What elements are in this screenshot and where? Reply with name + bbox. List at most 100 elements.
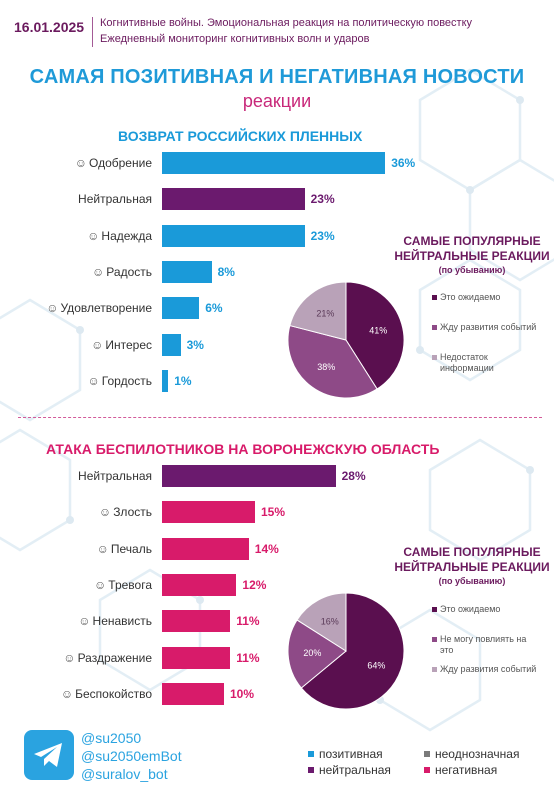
bar-4 [162, 573, 237, 596]
pie-legend-label: Недостаток информации [440, 352, 494, 373]
bar-label-7: ☺ Гордость [2, 374, 152, 388]
bar-label-text: Печаль [110, 541, 152, 556]
bar-value-3: 14% [254, 541, 279, 556]
interest-icon: ☺ [91, 337, 104, 352]
bar-label-7: ☺ Беспокойство [2, 687, 152, 701]
header-separator [92, 17, 93, 47]
bar-value-2: 15% [261, 505, 286, 520]
bar-value-3: 23% [310, 228, 335, 243]
pie-value-2: 20% [303, 648, 321, 658]
pie-legend-item-1: Это ожидаемо [432, 604, 540, 615]
bar-value-1: 36% [391, 156, 416, 170]
bar-6 [162, 333, 181, 356]
bar-value-6: 3% [186, 337, 204, 352]
chart2-title: АТАКА БЕСПИЛОТНИКОВ НА ВОРОНЕЖСКУЮ ОБЛАС… [46, 441, 440, 457]
bar-label-5: ☺ Ненависть [2, 614, 152, 628]
bar-label-text: Удовлетворение [60, 301, 153, 316]
pie-legend-swatch [432, 607, 437, 612]
legend-negative: негативная [424, 763, 497, 777]
telegram-icon[interactable] [24, 730, 74, 780]
pie-value-1: 41% [369, 326, 387, 336]
pie-legend-item-2: Жду развития событий [432, 322, 540, 333]
bar-label-5: ☺ Удовлетворение [2, 301, 152, 315]
social-handle-1[interactable]: @su2050 [81, 730, 142, 746]
legend-ambiguous-swatch [424, 750, 430, 757]
irritation-icon: ☺ [63, 650, 76, 665]
bar-1 [162, 465, 336, 487]
social-handle-3[interactable]: @suralov_bot [81, 766, 168, 782]
bar-2 [162, 501, 255, 524]
pie-legend-swatch [432, 667, 437, 672]
report-date: 16.01.2025 [14, 19, 85, 35]
page-title: САМАЯ ПОЗИТИВНАЯ И НЕГАТИВНАЯ НОВОСТИ [29, 66, 525, 88]
pie-legend-label: Не могу повлиять на это [440, 634, 527, 655]
pie-legend-item-2: Не могу повлиять на это [432, 634, 540, 656]
pie-legend-item-1: Это ожидаемо [432, 292, 540, 303]
legend-neutral-label: нейтральная [319, 763, 391, 777]
anger-icon: ☺ [98, 505, 112, 520]
bar-label-text: Интерес [105, 337, 152, 352]
hope-icon: ☺ [87, 228, 100, 243]
bar-label-text: Нейтральная [78, 192, 152, 207]
bar-7 [162, 369, 169, 392]
bar-2 [162, 188, 305, 211]
joy-icon: ☺ [92, 264, 105, 279]
pie-legend-swatch [432, 325, 437, 330]
bar-label-text: Гордость [101, 373, 152, 388]
bar-label-text: Радость [106, 264, 152, 279]
pie-legend-item-3: Недостаток информации [432, 352, 540, 374]
bar-label-2: ☺ Злость [2, 505, 152, 519]
approval-icon: ☺ [74, 156, 88, 170]
bar-label-6: ☺ Раздражение [2, 651, 152, 665]
bar-value-5: 11% [236, 614, 260, 629]
pie-slice-3 [296, 592, 347, 652]
pie-legend-swatch [432, 637, 437, 642]
legend-positive-swatch [308, 750, 314, 757]
bar-value-7: 1% [174, 373, 192, 388]
bar-7 [162, 682, 224, 705]
sadness-icon: ☺ [96, 541, 109, 556]
pie-value-3: 21% [316, 308, 334, 318]
worry-icon: ☺ [60, 686, 74, 701]
header-subtitle-1: Когнитивные войны. Эмоциональная реакция… [100, 17, 473, 29]
bar-label-4: ☺ Тревога [2, 578, 152, 592]
legend-neutral-swatch [308, 766, 314, 773]
bar-label-text: Беспокойство [75, 686, 152, 701]
pie1-chart: 41% 38% 21% [287, 281, 405, 399]
bar-value-2: 23% [310, 192, 335, 207]
bar-label-1: ☺ Одобрение [2, 156, 152, 170]
pie-legend-swatch [432, 355, 437, 360]
pie-legend-swatch [432, 295, 437, 300]
legend-negative-label: негативная [435, 763, 498, 777]
bar-label-text: Тревога [108, 577, 152, 592]
bar-label-text: Надежда [101, 228, 152, 243]
bar-value-7: 10% [230, 686, 255, 701]
pie-legend-item-3: Жду развития событий [432, 664, 540, 675]
bar-5 [162, 610, 231, 633]
legend-negative-swatch [424, 766, 430, 773]
legend-ambiguous-label: неоднозначная [435, 747, 520, 761]
pie-legend-label: Это ожидаемо [440, 604, 501, 614]
bar-1 [162, 152, 386, 174]
bar-label-3: ☺ Надежда [2, 229, 152, 243]
pie-slice-3 [289, 281, 347, 341]
section-divider [18, 417, 542, 418]
pie2-note: (по убыванию) [438, 576, 506, 586]
bar-label-text: Ненависть [92, 614, 152, 629]
bar-5 [162, 297, 200, 320]
legend-ambiguous: неоднозначная [424, 747, 519, 761]
legend-positive-label: позитивная [319, 747, 383, 761]
pie2-title: САМЫЕ ПОПУЛЯРНЫЕ НЕЙТРАЛЬНЫЕ РЕАКЦИИ [394, 545, 550, 574]
bar-label-text: Одобрение [89, 156, 152, 170]
header-subtitle-2: Ежедневный мониторинг когнитивных волн и… [100, 33, 370, 45]
pie-slice-1 [300, 592, 405, 710]
pie-slice-2 [287, 324, 378, 399]
bar-label-text: Раздражение [77, 650, 152, 665]
bar-value-4: 12% [242, 577, 267, 592]
pride-icon: ☺ [87, 373, 100, 388]
hatred-icon: ☺ [78, 614, 91, 629]
pie1-title: САМЫЕ ПОПУЛЯРНЫЕ НЕЙТРАЛЬНЫЕ РЕАКЦИИ [394, 234, 550, 263]
bar-label-3: ☺ Печаль [2, 542, 152, 556]
bar-label-text: Злость [113, 505, 152, 520]
social-handle-2[interactable]: @su2050emBot [81, 748, 182, 764]
